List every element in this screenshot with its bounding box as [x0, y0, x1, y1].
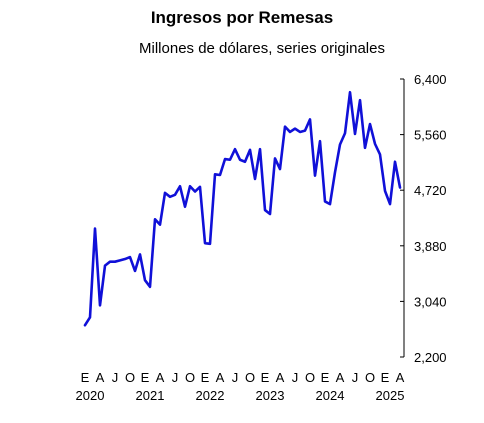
x-month-label: O — [245, 370, 255, 385]
x-month-label: E — [321, 370, 330, 385]
x-month-label: J — [352, 370, 359, 385]
x-month-label: O — [365, 370, 375, 385]
chart-subtitle: Millones de dólares, series originales — [139, 40, 385, 57]
x-month-label: A — [96, 370, 105, 385]
y-axis: 6,400 5,560 4,720 3,880 3,040 2,200 — [400, 72, 447, 365]
y-tick-label: 3,880 — [414, 239, 447, 254]
x-year-label: 2025 — [376, 388, 405, 403]
y-tick-label: 5,560 — [414, 128, 447, 143]
x-month-label: J — [172, 370, 179, 385]
x-month-label: E — [261, 370, 270, 385]
x-month-label: E — [141, 370, 150, 385]
series-layer — [83, 90, 402, 327]
x-month-label: A — [276, 370, 285, 385]
x-year-label: 2021 — [136, 388, 165, 403]
x-year-label: 2022 — [196, 388, 225, 403]
remesas-series-line — [83, 90, 402, 327]
x-month-label: E — [81, 370, 90, 385]
x-month-label: J — [292, 370, 299, 385]
x-month-label: O — [305, 370, 315, 385]
x-month-label: J — [112, 370, 119, 385]
x-month-label: A — [336, 370, 345, 385]
x-month-label: E — [201, 370, 210, 385]
y-tick-label: 3,040 — [414, 294, 447, 309]
y-tick-label: 6,400 — [414, 72, 447, 87]
x-month-label: O — [125, 370, 135, 385]
x-year-label: 2023 — [256, 388, 285, 403]
x-month-label: E — [381, 370, 390, 385]
x-month-label: A — [156, 370, 165, 385]
x-year-label: 2020 — [76, 388, 105, 403]
x-month-label: J — [232, 370, 239, 385]
y-tick-label: 4,720 — [414, 183, 447, 198]
x-month-label: A — [216, 370, 225, 385]
x-month-label: O — [185, 370, 195, 385]
y-tick-label: 2,200 — [414, 350, 447, 365]
x-month-label: A — [396, 370, 405, 385]
chart-title: Ingresos por Remesas — [150, 8, 334, 27]
x-year-label: 2024 — [316, 388, 345, 403]
